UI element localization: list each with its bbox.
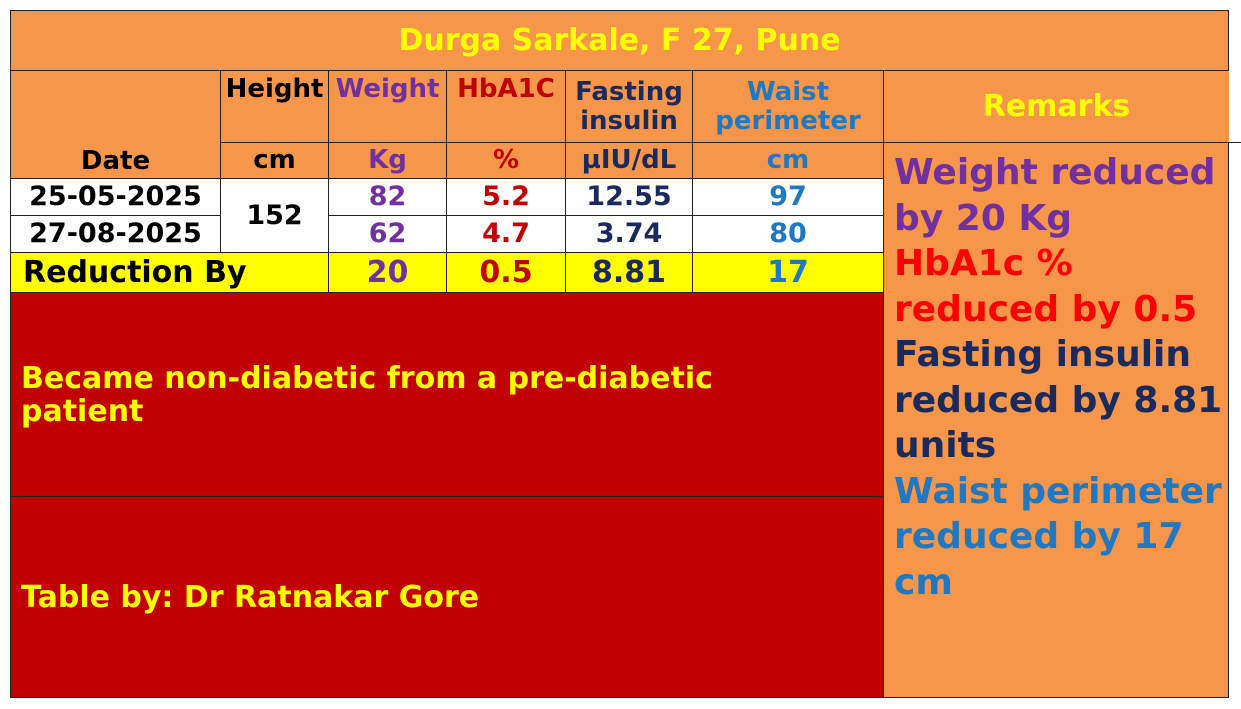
row2-waist: 80 bbox=[692, 215, 884, 253]
unit-height: cm bbox=[220, 142, 329, 179]
header-waist-line1: Waist bbox=[746, 76, 830, 107]
row2-weight: 62 bbox=[328, 215, 447, 253]
row2-date: 27-08-2025 bbox=[10, 215, 221, 253]
remark-hba1c: HbA1c % reduced by 0.5 bbox=[894, 243, 1198, 330]
header-insulin-line2: insulin bbox=[580, 105, 678, 136]
reduction-weight: 20 bbox=[328, 252, 447, 293]
credit: Table by: Dr Ratnakar Gore bbox=[10, 496, 884, 698]
reduction-label: Reduction By bbox=[10, 252, 329, 293]
height-value: 152 bbox=[220, 178, 329, 253]
header-weight: Weight bbox=[328, 70, 447, 143]
row1-waist: 97 bbox=[692, 178, 884, 216]
unit-insulin: µIU/dL bbox=[565, 142, 693, 179]
reduction-waist: 17 bbox=[692, 252, 884, 293]
header-date: Date bbox=[10, 70, 221, 179]
remarks-text: Weight reduced by 20 Kg HbA1c % reduced … bbox=[894, 150, 1224, 605]
header-insulin-line1: Fasting bbox=[575, 76, 683, 107]
row2-insulin: 3.74 bbox=[565, 215, 693, 253]
unit-waist: cm bbox=[692, 142, 884, 179]
reduction-insulin: 8.81 bbox=[565, 252, 693, 293]
row2-hba1c: 4.7 bbox=[446, 215, 566, 253]
row1-weight: 82 bbox=[328, 178, 447, 216]
divider bbox=[1228, 142, 1241, 143]
remark-insulin: Fasting insulin reduced by 8.81 units bbox=[894, 334, 1223, 466]
row1-date: 25-05-2025 bbox=[10, 178, 221, 216]
header-insulin: Fasting insulin bbox=[565, 70, 693, 143]
unit-hba1c: % bbox=[446, 142, 566, 179]
unit-weight: Kg bbox=[328, 142, 447, 179]
row1-hba1c: 5.2 bbox=[446, 178, 566, 216]
table-title: Durga Sarkale, F 27, Pune bbox=[10, 10, 1229, 71]
remark-waist: Waist perimeter reduced by 17 cm bbox=[894, 470, 1222, 603]
reduction-hba1c: 0.5 bbox=[446, 252, 566, 293]
remarks-cell bbox=[883, 142, 1229, 698]
header-waist: Waist perimeter bbox=[692, 70, 884, 143]
note: Became non-diabetic from a pre-diabetic … bbox=[10, 292, 884, 497]
header-remarks: Remarks bbox=[883, 70, 1229, 143]
remark-weight: Weight reduced by 20 Kg bbox=[894, 152, 1216, 239]
header-waist-line2: perimeter bbox=[715, 105, 861, 136]
header-height: Height bbox=[220, 70, 329, 143]
header-hba1c: HbA1C bbox=[446, 70, 566, 143]
row1-insulin: 12.55 bbox=[565, 178, 693, 216]
